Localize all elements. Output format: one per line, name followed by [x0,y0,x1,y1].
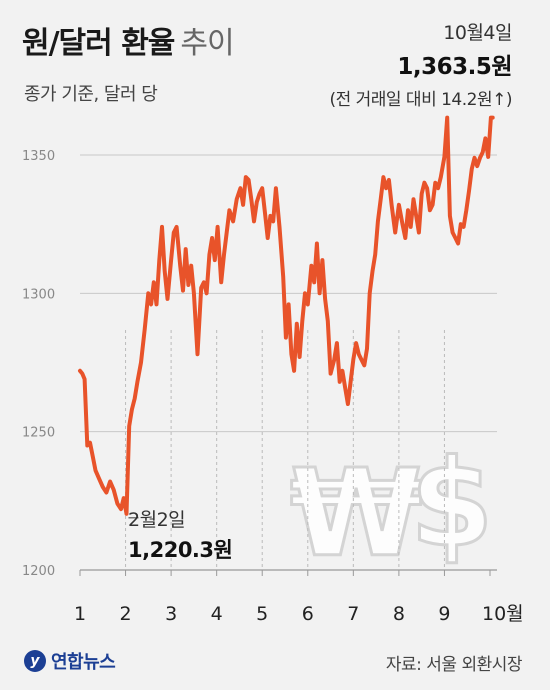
annotation-low-value: 1,220.3원 [128,538,233,562]
annotation-high: 10월4일 1,363.5원 (전 거래일 대비 14.2원↑) [329,18,512,110]
x-tick-label: 2 [120,603,132,625]
annotation-high-change: (전 거래일 대비 14.2원↑) [329,90,512,110]
chart-subtitle: 종가 기준, 달러 당 [24,84,158,105]
x-axis-ticks: 1 2 3 4 5 6 7 8 9 10월 [74,570,524,625]
source-text: 자료: 서울 외환시장 [385,655,523,675]
y-axis-ticks: 1200 1250 1300 1350 [22,149,55,579]
annotation-low-date: 2월2일 [128,509,186,531]
x-tick-label: 9 [438,603,450,625]
chart-title: 원/달러 환율 추이 [22,18,235,62]
yonhap-logo-icon: y [24,650,46,672]
logo-text: 연합뉴스 [51,652,116,673]
svg-text:$: $ [410,435,494,574]
x-tick-label: 6 [302,603,314,625]
svg-text:₩: ₩ [290,445,422,584]
annotation-low: 2월2일 1,220.3원 [128,505,233,564]
y-tick-label: 1300 [22,287,55,302]
annotation-high-date: 10월4일 [443,22,512,44]
yonhap-logo: y 연합뉴스 [24,648,116,674]
won-dollar-symbols-icon: ₩ $ [289,434,496,586]
x-tick-label: 3 [165,603,177,625]
x-tick-label: 10월 [482,603,524,625]
x-tick-label: 8 [393,603,405,625]
reference-dashes [125,330,445,570]
y-tick-label: 1350 [22,149,55,164]
title-suffix: 추이 [180,26,234,61]
y-tick-label: 1200 [22,564,55,579]
series-line-usd-krw [78,115,495,516]
title-main: 원/달러 환율 [22,26,175,61]
y-tick-label: 1250 [22,426,55,441]
x-tick-label: 7 [347,603,359,625]
x-tick-label: 4 [211,603,223,625]
x-tick-label: 5 [256,603,268,625]
annotation-high-value: 1,363.5원 [397,54,512,80]
x-tick-label: 1 [74,603,86,625]
